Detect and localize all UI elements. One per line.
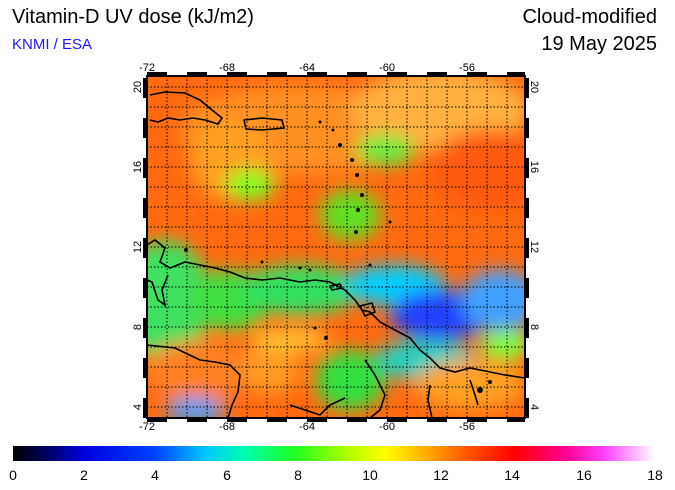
colorbar-label: 4: [151, 467, 159, 483]
lon-tick-label: -64: [299, 62, 315, 74]
lon-tick-label: -56: [459, 62, 475, 74]
lon-tick-label: -56: [459, 421, 475, 433]
brazil-border: [289, 397, 346, 416]
frame-tick: [347, 72, 367, 76]
lon-tick-label: -60: [379, 421, 395, 433]
frame-tick: [143, 358, 147, 378]
hispaniola-coast: [149, 91, 224, 125]
maracaibo-coast: [147, 274, 169, 307]
lat-tick-label: 8: [132, 324, 144, 330]
frame-tick: [227, 72, 247, 76]
frame-tick: [427, 418, 447, 422]
lat-tick-label: 16: [132, 161, 144, 173]
colorbar-label: 0: [9, 467, 17, 483]
credit-label: KNMI / ESA: [12, 36, 93, 53]
colorbar-label: 2: [80, 467, 88, 483]
product-label: Cloud-modified: [522, 6, 657, 28]
frame-tick: [525, 238, 529, 258]
frame-ticks: [143, 72, 529, 422]
colorbar-label: 14: [504, 467, 520, 483]
lon-tick-label: -72: [139, 62, 155, 74]
lat-tick-label: 12: [528, 241, 540, 253]
lat-tick-label: 4: [528, 404, 540, 410]
frame-tick: [467, 418, 487, 422]
puerto-rico-coast: [243, 117, 286, 131]
colorbar-labels: 0 2 4 6 8 10 12 14 16 18: [9, 467, 663, 483]
lat-tick-label: 12: [132, 241, 144, 253]
frame-tick: [525, 158, 529, 178]
frame-tick: [525, 358, 529, 378]
frame-tick: [525, 398, 529, 418]
lat-tick-label: 8: [528, 324, 540, 330]
margarita-coast: [328, 283, 344, 291]
frame-tick: [267, 418, 287, 422]
lat-ticks-left: 4 8 12 16 20: [132, 81, 144, 410]
frame-tick: [427, 72, 447, 76]
frame-tick: [507, 418, 525, 422]
frame-tick: [387, 418, 407, 422]
colorbar: [13, 446, 655, 461]
frame-tick: [147, 418, 167, 422]
map-title: Vitamin-D UV dose (kJ/m2): [12, 6, 254, 28]
colorbar-label: 12: [433, 467, 449, 483]
frame-tick: [143, 278, 147, 298]
date-label: 19 May 2025: [541, 33, 657, 55]
trinidad-coast: [358, 302, 376, 318]
venezuela-guyana-border: [364, 359, 386, 418]
lon-ticks-bottom: -72 -68 -64 -60 -56: [139, 421, 475, 433]
frame-tick: [143, 238, 147, 258]
frame-tick: [307, 418, 327, 422]
frame-tick: [227, 418, 247, 422]
frame-tick: [525, 78, 529, 98]
guyana-suriname-border: [427, 384, 433, 418]
frame-tick: [347, 418, 367, 422]
south-america-coast: [147, 239, 525, 379]
frame-tick: [143, 318, 147, 338]
frame-tick: [267, 72, 287, 76]
lat-tick-label: 20: [528, 81, 540, 93]
suriname-border: [469, 379, 479, 406]
frame-tick: [525, 318, 529, 338]
uv-dose-field: [147, 76, 525, 418]
lon-tick-label: -68: [219, 421, 235, 433]
lon-tick-label: -68: [219, 62, 235, 74]
frame-tick: [525, 278, 529, 298]
lat-tick-label: 16: [528, 161, 540, 173]
frame-tick: [467, 72, 487, 76]
frame-tick: [507, 72, 525, 76]
graticule-lat: [147, 86, 525, 408]
frame-tick: [147, 72, 167, 76]
lon-ticks-top: -72 -68 -64 -60 -56: [139, 62, 475, 74]
lon-tick-label: -64: [299, 421, 315, 433]
frame-tick: [143, 78, 147, 98]
graticule: [166, 76, 508, 418]
lat-ticks-right: 4 8 12 16 20: [528, 81, 540, 410]
colorbar-label: 10: [362, 467, 378, 483]
frame-tick: [187, 72, 207, 76]
lon-tick-label: -60: [379, 62, 395, 74]
frame-tick: [143, 158, 147, 178]
colombia-border: [147, 344, 241, 418]
frame-tick: [187, 418, 207, 422]
colorbar-label: 8: [294, 467, 302, 483]
lat-tick-label: 20: [132, 81, 144, 93]
frame-tick: [525, 198, 529, 218]
frame-tick: [143, 118, 147, 138]
lat-tick-label: 4: [132, 404, 144, 410]
lon-tick-label: -72: [139, 421, 155, 433]
frame-tick: [143, 198, 147, 218]
colorbar-label: 6: [223, 467, 231, 483]
frame-tick: [307, 72, 327, 76]
frame-tick: [525, 118, 529, 138]
coastlines: [147, 91, 525, 418]
colorbar-label: 16: [576, 467, 592, 483]
colorbar-label: 18: [647, 467, 663, 483]
frame-tick: [143, 398, 147, 418]
frame-tick: [387, 72, 407, 76]
